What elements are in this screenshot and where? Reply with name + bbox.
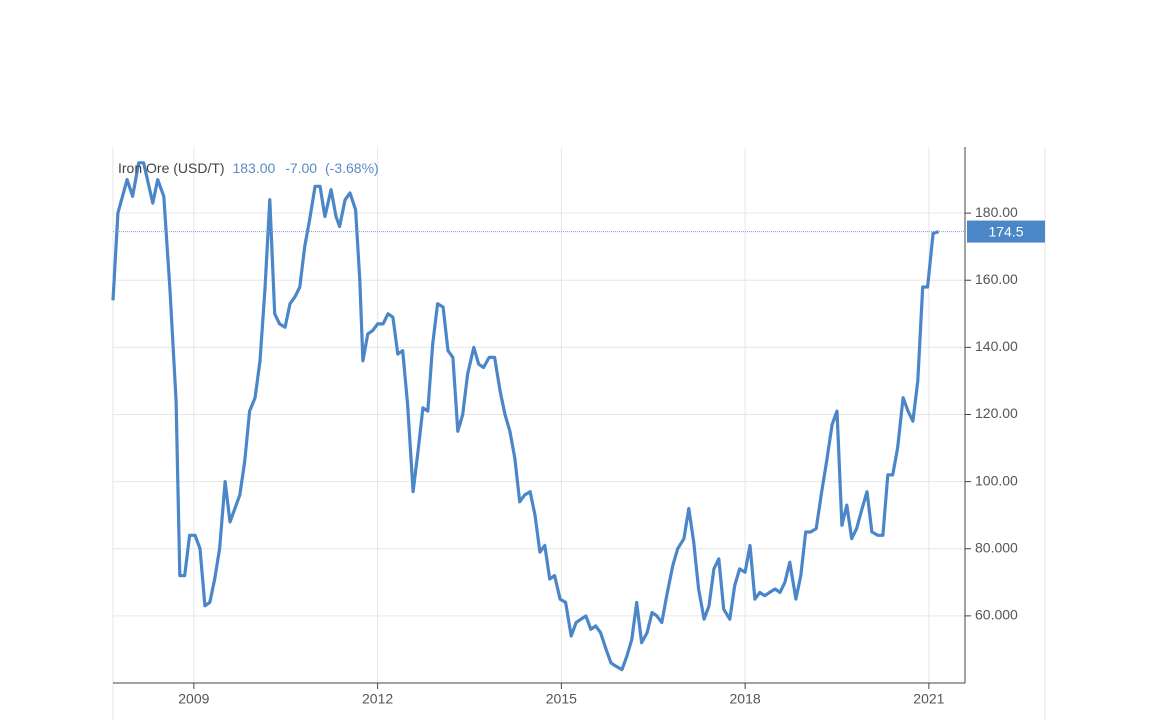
- y-tick-label: 80.000: [975, 539, 1018, 555]
- y-tick-label: 60.000: [975, 607, 1018, 623]
- last-value-label: 174.5: [988, 223, 1023, 239]
- x-tick-label: 2018: [730, 691, 761, 707]
- last-value-box: [967, 220, 1045, 243]
- legend-change: -7.00: [285, 160, 317, 176]
- x-tick-label: 2012: [362, 691, 393, 707]
- x-tick-label: 2009: [178, 691, 209, 707]
- plot-background: [113, 147, 1045, 720]
- legend: Iron Ore (USD/T) 183.00 -7.00 (-3.68%): [118, 160, 379, 176]
- x-tick-label: 2015: [546, 691, 577, 707]
- x-tick-label: 2021: [913, 691, 944, 707]
- price-line: [111, 161, 940, 672]
- labels: 60.000 80.000 100.00 120.00 140.00 160.00 180.…: [178, 204, 1045, 707]
- y-tick-label: 100.00: [975, 472, 1018, 488]
- y-tick-label: 120.00: [975, 405, 1018, 421]
- legend-change-pct: (-3.68%): [325, 160, 379, 176]
- legend-price: 183.00: [232, 160, 275, 176]
- y-tick-label: 180.00: [975, 204, 1018, 220]
- plot: [111, 161, 965, 672]
- y-tick-label: 140.00: [975, 338, 1018, 354]
- y-tick-label: 160.00: [975, 271, 1018, 287]
- legend-name: Iron Ore (USD/T): [118, 160, 225, 176]
